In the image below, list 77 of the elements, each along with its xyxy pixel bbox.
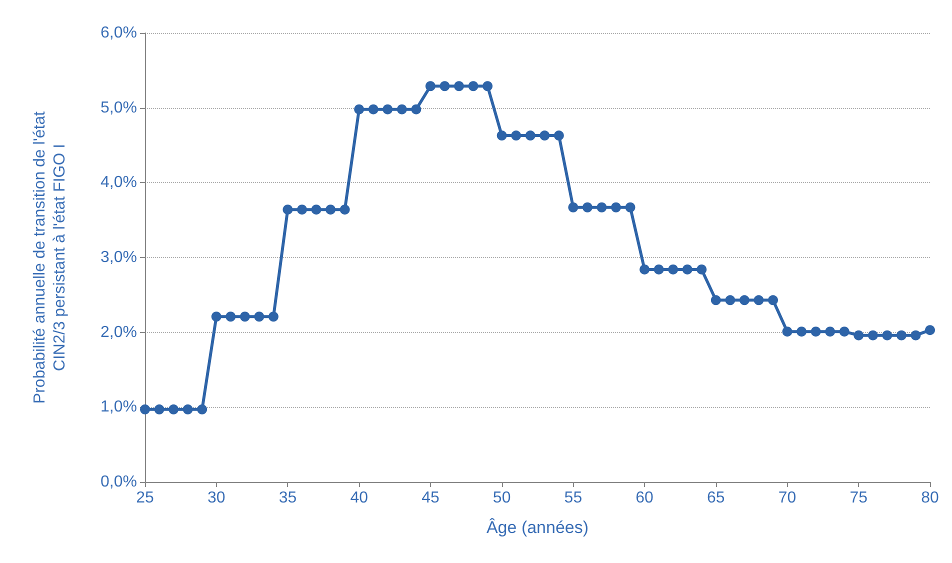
point	[654, 264, 664, 274]
point	[668, 264, 678, 274]
x-tick-label: 45	[422, 490, 440, 506]
point	[140, 404, 150, 414]
point	[168, 404, 179, 414]
point	[197, 404, 208, 414]
x-tick-label: 40	[350, 490, 368, 506]
point	[525, 130, 536, 141]
point	[739, 295, 750, 306]
x-tick-label: 70	[778, 490, 796, 506]
x-tick-label: 60	[636, 490, 654, 506]
x-tick-label: 75	[850, 490, 868, 506]
point	[839, 326, 850, 337]
point	[382, 104, 393, 114]
point	[468, 81, 478, 92]
point	[810, 326, 821, 337]
point	[611, 202, 621, 212]
y-tick-label: 1,0%	[100, 398, 137, 416]
point	[226, 312, 236, 322]
point	[425, 81, 436, 92]
point	[268, 312, 278, 322]
point	[725, 295, 736, 306]
point	[396, 104, 407, 114]
point	[710, 295, 721, 306]
point	[211, 312, 222, 322]
x-tick-label: 35	[278, 490, 297, 506]
point	[910, 330, 921, 340]
point	[326, 204, 336, 215]
point	[368, 104, 378, 114]
x-tick-label: 55	[564, 490, 582, 506]
point	[254, 312, 264, 322]
point	[496, 130, 507, 141]
point	[182, 404, 193, 414]
point	[896, 330, 906, 340]
point	[796, 326, 807, 337]
point	[768, 295, 778, 306]
y-tick-label: 6,0%	[100, 24, 137, 42]
point	[154, 404, 164, 414]
point	[754, 295, 764, 306]
point	[340, 204, 350, 215]
point	[454, 81, 464, 92]
point	[540, 130, 550, 141]
point	[868, 330, 878, 340]
point	[696, 264, 707, 274]
point	[511, 130, 522, 141]
point	[882, 330, 892, 340]
point	[440, 81, 450, 92]
point	[682, 264, 692, 274]
point	[925, 325, 935, 336]
point	[411, 104, 422, 114]
point	[354, 104, 364, 114]
point	[782, 326, 792, 337]
point	[568, 202, 578, 212]
point	[297, 204, 307, 215]
point	[625, 202, 636, 212]
x-tick-label: 25	[136, 490, 154, 506]
point	[240, 312, 250, 322]
point	[482, 81, 493, 92]
x-tick-label: 30	[207, 490, 226, 506]
point	[596, 202, 607, 212]
x-tick-label: 50	[492, 490, 511, 506]
point	[311, 204, 322, 215]
y-tick-label: 4,0%	[100, 174, 137, 192]
point	[854, 330, 864, 340]
y-tick-label: 0,0%	[100, 474, 137, 490]
point	[825, 326, 836, 337]
y-axis-title: Probabilité annuelle de transition de l'état CIN2/3 persistant à l'état FIGO I	[32, 110, 68, 404]
x-tick-label: 65	[707, 490, 725, 506]
x-axis-title: Âge (années)	[486, 518, 589, 537]
point	[282, 204, 293, 215]
x-tick-label: 80	[921, 490, 939, 506]
point	[640, 264, 650, 274]
point	[582, 202, 592, 212]
y-tick-label: 5,0%	[100, 99, 137, 116]
y-tick-label: 3,0%	[100, 249, 137, 266]
point	[554, 130, 564, 141]
y-tick-label: 2,0%	[100, 324, 137, 341]
